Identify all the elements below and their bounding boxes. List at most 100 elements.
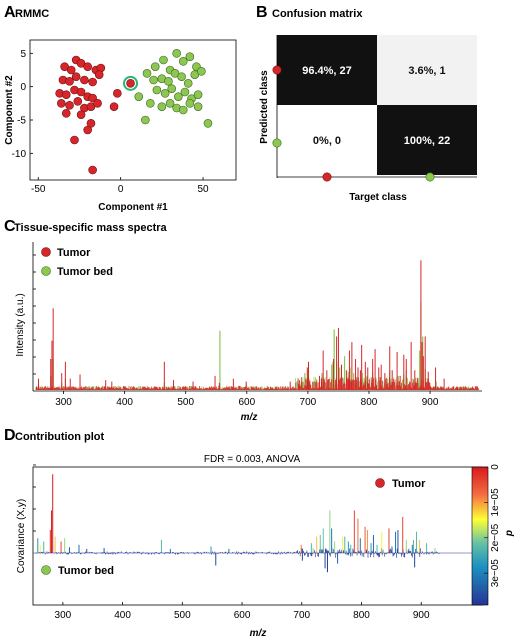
tumor-bed-point: [193, 90, 203, 99]
tumor-bed-point: [172, 49, 181, 58]
panel-b-title: Confusion matrix: [272, 8, 363, 20]
tumor-point: [61, 109, 71, 118]
tumor-point: [83, 125, 92, 135]
y-tick-label: 0: [20, 82, 26, 93]
colorbar: [471, 466, 489, 606]
colorbar-tick-label: 3e−05: [490, 559, 501, 588]
tumor-bed-point: [185, 99, 195, 108]
x-tick-label: 900: [413, 610, 430, 621]
tumor-point: [94, 70, 104, 79]
tumor-bed-point: [150, 62, 160, 71]
tumor-bed-point: [197, 67, 206, 76]
panel-d: D Contribution plot FDR = 0.003, ANOVA 3…: [4, 427, 515, 639]
panel-b-ylabel: Predicted class: [259, 70, 270, 144]
tumor-point: [109, 102, 119, 111]
x-tick-label: 400: [116, 397, 133, 408]
legend-tumor-bed-label: Tumor bed: [57, 266, 113, 278]
x-tick-label: 500: [177, 397, 194, 408]
panel-a-xlabel: Component #1: [98, 202, 168, 213]
annotation-tumor-bed-marker: [41, 565, 51, 575]
tumor-bed-point: [160, 89, 170, 98]
x-tick-label: 600: [238, 397, 255, 408]
tumor-bed-point: [142, 69, 152, 78]
x-tick-label: -50: [31, 184, 46, 195]
tumor-bed-point: [174, 92, 183, 101]
tumor-point: [93, 99, 102, 108]
panel-c-series-tumor-bed: [35, 302, 479, 390]
panel-a-plot-frame: [29, 39, 237, 181]
panel-d-title: Contribution plot: [15, 431, 105, 443]
x-tick-label: 800: [353, 610, 370, 621]
tumor-bed-point: [177, 72, 186, 81]
tumor-point: [70, 135, 79, 145]
cm-marker-tumor-row: [272, 65, 282, 75]
panel-a-ylabel: Component #2: [4, 75, 15, 145]
panel-c-series-tumor: [35, 260, 479, 390]
colorbar-tick-label: 1e−05: [490, 488, 501, 517]
colorbar-tick-label: 2e−05: [490, 523, 501, 552]
tumor-point: [66, 65, 76, 75]
panel-b: B Confusion matrix 96.4%, 27 3.6%, 1 0%,…: [256, 4, 477, 203]
panel-a-points: [55, 49, 213, 175]
cm-cell-pred1-target2: [377, 35, 477, 105]
tumor-bed-point: [185, 52, 195, 61]
legend-tumor-bed-marker: [41, 266, 51, 276]
tumor-bed-point: [157, 102, 167, 111]
panel-c-xlabel: m/z: [241, 412, 258, 423]
cm-marker-tumor-col: [322, 172, 332, 182]
panel-a-title: RMMC: [15, 8, 49, 20]
panel-a: A RMMC -50 0 50-10-505 Component #1 Compon…: [4, 4, 237, 213]
tumor-bed-point: [178, 57, 188, 66]
panel-d-letter: D: [4, 427, 16, 444]
annotation-tumor-label: Tumor: [392, 478, 426, 490]
panel-d-x-ticks: 300 400 500 600 700 800 900: [33, 464, 430, 621]
tumor-bed-point: [203, 119, 213, 128]
tumor-point: [73, 97, 83, 106]
panel-b-xlabel: Target class: [349, 192, 407, 203]
cm-cell-label: 0%, 0: [313, 135, 341, 147]
y-tick-label: 5: [20, 49, 26, 60]
tumor-point: [61, 90, 71, 99]
panel-c-title: Tissue-specific mass spectra: [14, 222, 168, 234]
cm-marker-tumor-bed-row: [272, 138, 282, 148]
y-tick-label: -10: [12, 149, 27, 160]
cm-cell-label: 100%, 22: [404, 135, 450, 147]
panel-c: C Tissue-specific mass spectra 300 400 500…: [4, 218, 482, 423]
x-tick-label: 300: [55, 397, 72, 408]
cm-marker-tumor-bed-col: [425, 172, 435, 182]
legend-tumor-label: Tumor: [57, 247, 91, 259]
panel-d-xlabel: m/z: [250, 628, 267, 639]
annotation-tumor-bed-label: Tumor bed: [58, 565, 114, 577]
noise-baseline: [35, 376, 479, 390]
tumor-bed-point: [193, 102, 203, 111]
colorbar-tick-label: 0: [490, 464, 501, 470]
panel-d-subtitle: FDR = 0.003, ANOVA: [204, 454, 301, 465]
x-tick-label: 700: [293, 610, 310, 621]
tumor-point: [113, 89, 122, 98]
x-tick-label: 900: [422, 397, 439, 408]
panel-d-ylabel: Covariance (X,y): [16, 499, 27, 573]
tumor-point: [83, 62, 92, 71]
cm-cell-label: 3.6%, 1: [408, 65, 445, 77]
panel-c-letter: C: [4, 218, 16, 235]
tumor-point: [88, 165, 97, 175]
cm-cell-pred1-target1: [277, 35, 377, 105]
tumor-bed-point: [146, 99, 155, 108]
tumor-point: [76, 110, 86, 119]
noise-baseline: [35, 376, 479, 390]
legend-tumor-marker: [41, 247, 51, 257]
x-tick-label: 700: [300, 397, 317, 408]
tumor-bed-point: [167, 84, 177, 93]
annotation-tumor-marker: [375, 478, 385, 488]
panel-b-letter: B: [256, 4, 268, 21]
x-tick-label: 400: [114, 610, 131, 621]
cm-cell-label: 96.4%, 27: [302, 65, 352, 77]
tumor-bed-point: [141, 115, 150, 125]
tumor-bed-point: [149, 75, 158, 85]
panel-d-bars: [33, 474, 472, 573]
highlight-ring: [123, 75, 139, 91]
tumor-bed-point: [165, 99, 175, 108]
tumor-point: [76, 87, 86, 97]
x-tick-label: 600: [234, 610, 251, 621]
